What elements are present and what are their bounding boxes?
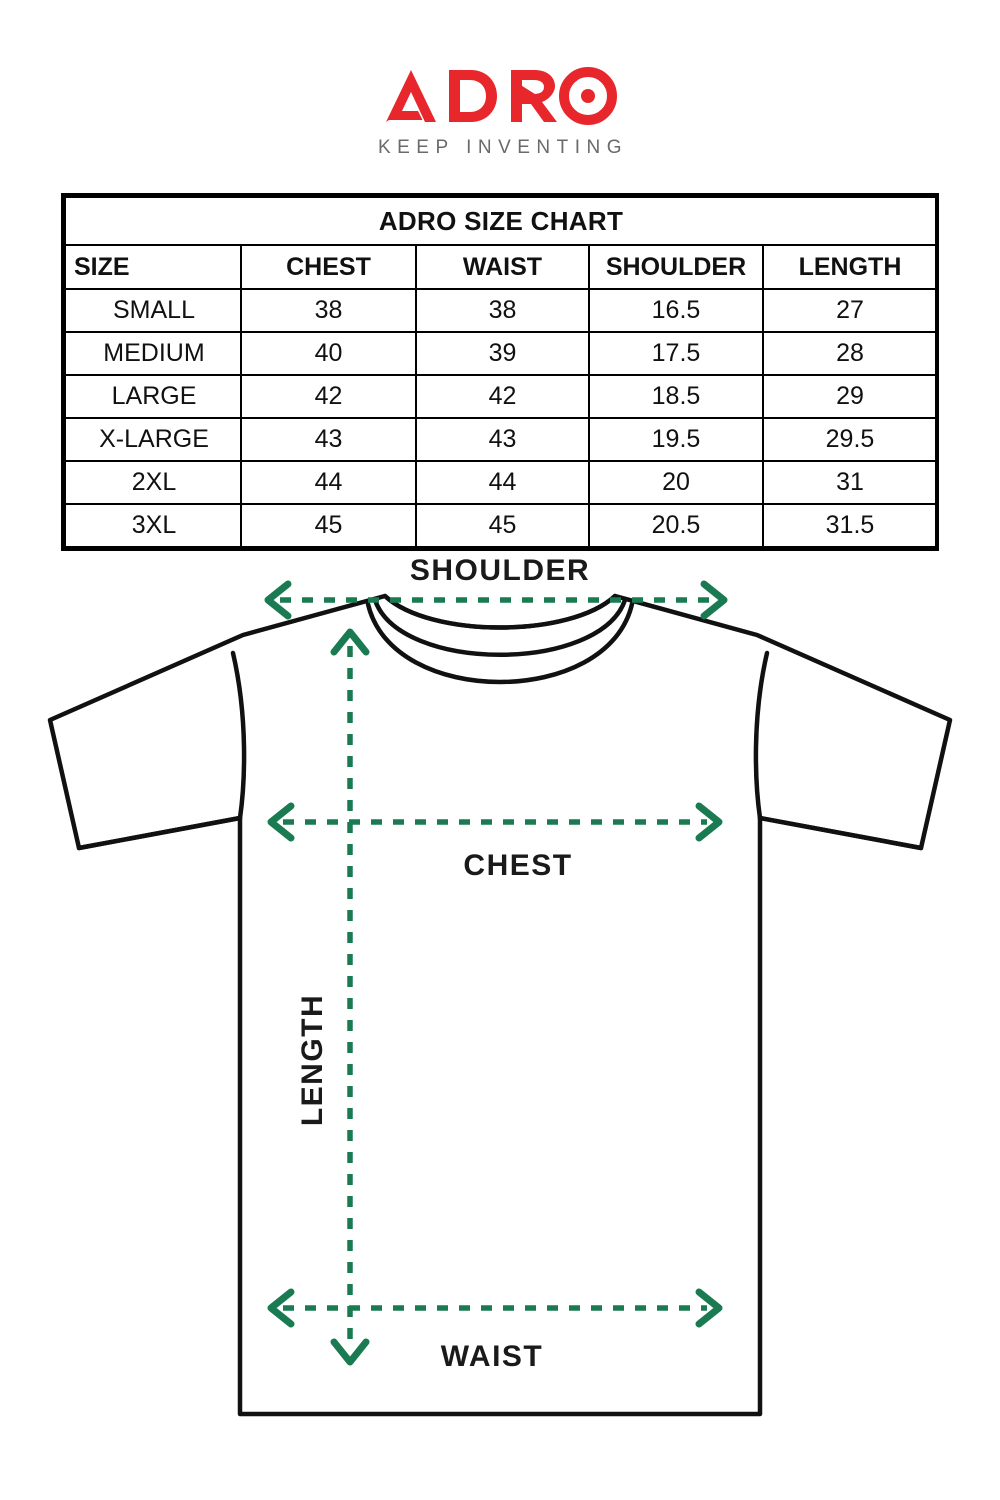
logo-wordmark <box>383 64 617 126</box>
cell-size: 2XL <box>64 460 242 505</box>
cell-size: X-LARGE <box>64 417 242 462</box>
cell-waist: 44 <box>415 460 590 505</box>
cell-length: 27 <box>762 288 938 333</box>
shoulder-measure-arrow: SHOULDER <box>264 554 728 620</box>
table-header-row: SIZE CHEST WAIST SHOULDER LENGTH <box>64 244 938 290</box>
tshirt-diagram-svg: SHOULDER CHEST LENGTH WAIST <box>47 554 953 1417</box>
cell-size: MEDIUM <box>64 331 242 376</box>
cell-shoulder: 16.5 <box>588 288 764 333</box>
cell-length: 31 <box>762 460 938 505</box>
size-chart-table: ADRO SIZE CHART SIZE CHEST WAIST SHOULDE… <box>64 196 938 548</box>
cell-chest: 43 <box>240 417 417 462</box>
cell-waist: 45 <box>415 503 590 548</box>
cell-length: 31.5 <box>762 503 938 548</box>
cell-shoulder: 20.5 <box>588 503 764 548</box>
tshirt-outline-icon <box>47 593 953 1417</box>
tshirt-measurement-diagram: SHOULDER CHEST LENGTH WAIST <box>0 548 1000 1448</box>
cell-size: LARGE <box>64 374 242 419</box>
cell-length: 29.5 <box>762 417 938 462</box>
table-row: SMALL 38 38 16.5 27 <box>64 288 938 333</box>
table-row: 3XL 45 45 20.5 31.5 <box>64 503 938 548</box>
cell-shoulder: 19.5 <box>588 417 764 462</box>
collar-icon <box>365 593 635 685</box>
cell-shoulder: 17.5 <box>588 331 764 376</box>
table-row: MEDIUM 40 39 17.5 28 <box>64 331 938 376</box>
brand-logo: KEEP INVENTING <box>0 64 1000 159</box>
chest-label: CHEST <box>463 849 572 882</box>
table-title-row: ADRO SIZE CHART <box>64 196 938 246</box>
cell-chest: 42 <box>240 374 417 419</box>
column-header-shoulder: SHOULDER <box>588 244 764 290</box>
cell-waist: 42 <box>415 374 590 419</box>
page-title: ADRO SIZE CHART <box>64 196 938 246</box>
cell-chest: 45 <box>240 503 417 548</box>
cell-length: 28 <box>762 331 938 376</box>
cell-waist: 43 <box>415 417 590 462</box>
cell-chest: 40 <box>240 331 417 376</box>
size-chart-table-container: ADRO SIZE CHART SIZE CHEST WAIST SHOULDE… <box>61 193 939 551</box>
column-header-waist: WAIST <box>415 244 590 290</box>
waist-measure-arrow: WAIST <box>267 1288 723 1373</box>
table-row: LARGE 42 42 18.5 29 <box>64 374 938 419</box>
column-header-size: SIZE <box>64 244 242 290</box>
cell-size: 3XL <box>64 503 242 548</box>
cell-chest: 44 <box>240 460 417 505</box>
column-header-chest: CHEST <box>240 244 417 290</box>
cell-length: 29 <box>762 374 938 419</box>
table-row: X-LARGE 43 43 19.5 29.5 <box>64 417 938 462</box>
cell-waist: 39 <box>415 331 590 376</box>
logo-tagline: KEEP INVENTING <box>377 137 629 158</box>
length-label: LENGTH <box>296 994 329 1126</box>
cell-shoulder: 20 <box>588 460 764 505</box>
cell-waist: 38 <box>415 288 590 333</box>
chest-measure-arrow: CHEST <box>267 802 723 882</box>
adro-logotype-icon <box>386 67 617 125</box>
cell-size: SMALL <box>64 288 242 333</box>
column-header-length: LENGTH <box>762 244 938 290</box>
shoulder-label: SHOULDER <box>410 554 590 587</box>
waist-label: WAIST <box>441 1340 544 1373</box>
cell-chest: 38 <box>240 288 417 333</box>
cell-shoulder: 18.5 <box>588 374 764 419</box>
length-measure-arrow: LENGTH <box>296 628 370 1366</box>
table-row: 2XL 44 44 20 31 <box>64 460 938 505</box>
